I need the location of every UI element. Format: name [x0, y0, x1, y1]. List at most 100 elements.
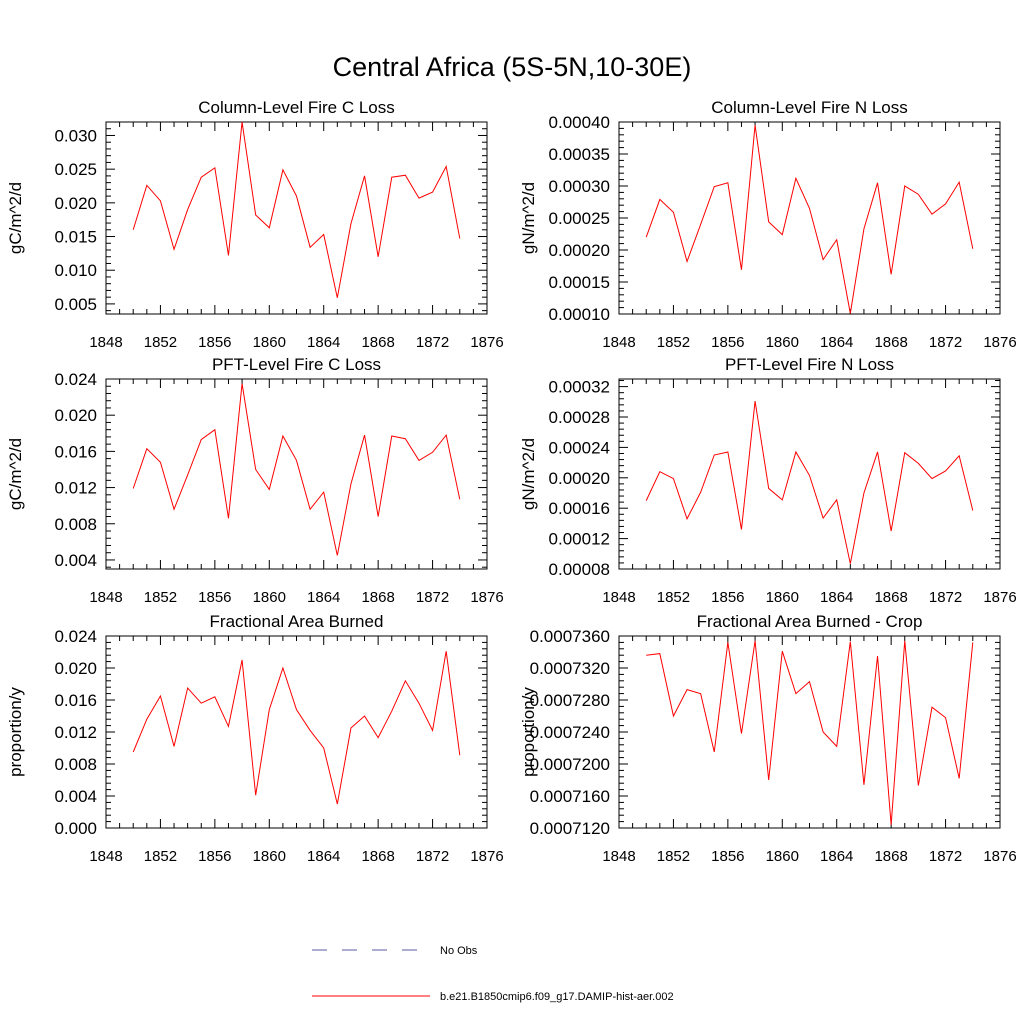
x-tick-label: 1872 [416, 848, 449, 865]
x-tick-label: 1876 [983, 589, 1016, 606]
y-tick-label: 0.00032 [549, 378, 610, 397]
y-tick-label: 0.00008 [549, 560, 610, 579]
panel-title: Column-Level Fire C Loss [198, 98, 395, 117]
y-tick-label: 0.020 [54, 194, 97, 213]
x-tick-label: 1868 [361, 334, 394, 351]
legend: No Obs b.e21.B1850cmip6.f09_g17.DAMIP-hi… [312, 945, 674, 1003]
x-tick-label: 1860 [766, 334, 799, 351]
panel-title: PFT-Level Fire N Loss [725, 355, 894, 374]
y-tick-label: 0.010 [54, 261, 97, 280]
y-tick-label: 0.008 [54, 755, 97, 774]
y-tick-label: 0.00010 [549, 305, 610, 324]
x-tick-label: 1860 [766, 589, 799, 606]
x-tick-label: 1856 [711, 334, 744, 351]
x-tick-label: 1876 [983, 848, 1016, 865]
y-tick-label: 0.0007320 [530, 659, 610, 678]
series-line-model [645, 400, 974, 564]
x-tick-label: 1856 [198, 589, 231, 606]
y-tick-label: 0.005 [54, 295, 97, 314]
y-tick-label: 0.025 [54, 160, 97, 179]
x-tick-label: 1848 [89, 334, 122, 351]
panel-3: PFT-Level Fire C Loss 1848 1852 1856 1860 186… [6, 355, 504, 606]
x-tick-label: 1856 [198, 848, 231, 865]
legend-label-model: b.e21.B1850cmip6.f09_g17.DAMIP-hist-aer.… [440, 991, 674, 1003]
y-tick-label: 0.008 [54, 515, 97, 534]
y-tick-label: 0.016 [54, 691, 97, 710]
y-axis-label: gC/m^2/d [6, 438, 25, 510]
x-tick-label: 1848 [602, 334, 635, 351]
y-axis-label: gN/m^2/d [519, 182, 538, 254]
panel-title: PFT-Level Fire C Loss [212, 355, 381, 374]
plot-frame [618, 121, 1001, 315]
y-tick-label: 0.0007240 [530, 723, 610, 742]
x-tick-label: 1864 [820, 848, 853, 865]
x-tick-label: 1860 [253, 334, 286, 351]
y-tick-label: 0.012 [54, 479, 97, 498]
y-axis-label: proportion/y [519, 687, 538, 777]
y-tick-label: 0.0007200 [530, 755, 610, 774]
x-tick-label: 1872 [416, 334, 449, 351]
y-tick-label: 0.0007160 [530, 787, 610, 806]
y-tick-label: 0.00015 [549, 273, 610, 292]
x-tick-label: 1852 [144, 589, 177, 606]
y-tick-label: 0.00040 [549, 113, 610, 132]
x-tick-label: 1872 [416, 589, 449, 606]
y-tick-label: 0.00012 [549, 530, 610, 549]
x-tick-label: 1864 [307, 334, 340, 351]
y-tick-label: 0.00020 [549, 469, 610, 488]
plot-frame [105, 121, 488, 315]
y-tick-label: 0.00035 [549, 145, 610, 164]
x-tick-label: 1848 [602, 848, 635, 865]
x-tick-label: 1852 [657, 589, 690, 606]
y-tick-label: 0.012 [54, 723, 97, 742]
x-tick-label: 1868 [874, 334, 907, 351]
x-tick-label: 1852 [144, 334, 177, 351]
y-tick-label: 0.00016 [549, 499, 610, 518]
x-tick-label: 1856 [711, 848, 744, 865]
y-tick-label: 0.015 [54, 228, 97, 247]
x-tick-label: 1860 [253, 848, 286, 865]
panels: Column-Level Fire C Loss 1848 1852 1856 1860… [6, 98, 1017, 865]
y-axis-label: gN/m^2/d [519, 438, 538, 510]
y-tick-label: 0.000 [54, 819, 97, 838]
y-tick-label: 0.00030 [549, 177, 610, 196]
y-tick-label: 0.004 [54, 787, 97, 806]
series-line-model [132, 651, 461, 805]
panel-title: Column-Level Fire N Loss [711, 98, 908, 117]
x-tick-label: 1868 [361, 848, 394, 865]
series-line-model [132, 121, 461, 298]
x-tick-label: 1868 [874, 589, 907, 606]
x-tick-label: 1856 [711, 589, 744, 606]
x-tick-label: 1876 [470, 334, 503, 351]
x-tick-label: 1872 [929, 589, 962, 606]
y-tick-label: 0.00024 [549, 438, 610, 457]
y-axis-label: gC/m^2/d [6, 182, 25, 254]
x-tick-label: 1852 [657, 334, 690, 351]
panel-6: Fractional Area Burned - Crop 1848 1852 185… [519, 612, 1017, 865]
y-tick-label: 0.020 [54, 406, 97, 425]
y-tick-label: 0.0007360 [530, 627, 610, 646]
x-tick-label: 1848 [602, 589, 635, 606]
series-line-model [646, 640, 974, 825]
y-tick-label: 0.0007280 [530, 691, 610, 710]
plot-frame [105, 635, 488, 829]
plot-frame [618, 635, 1001, 829]
y-tick-label: 0.004 [54, 551, 97, 570]
figure-title: Central Africa (5S-5N,10-30E) [333, 52, 692, 82]
x-tick-label: 1848 [89, 848, 122, 865]
panel-title: Fractional Area Burned - Crop [697, 612, 923, 631]
panel-5: Fractional Area Burned 1848 1852 1856 1860 18… [6, 612, 504, 865]
x-tick-label: 1860 [766, 848, 799, 865]
x-tick-label: 1852 [144, 848, 177, 865]
plot-frame [105, 378, 488, 570]
x-tick-label: 1872 [929, 848, 962, 865]
plot-frame [618, 378, 1001, 570]
panel-4: PFT-Level Fire N Loss 1848 1852 1856 1860 186… [519, 355, 1017, 606]
legend-label-no-obs: No Obs [440, 945, 478, 957]
x-tick-label: 1856 [198, 334, 231, 351]
x-tick-label: 1868 [361, 589, 394, 606]
y-tick-label: 0.00028 [549, 408, 610, 427]
y-tick-label: 0.00025 [549, 209, 610, 228]
x-tick-label: 1872 [929, 334, 962, 351]
